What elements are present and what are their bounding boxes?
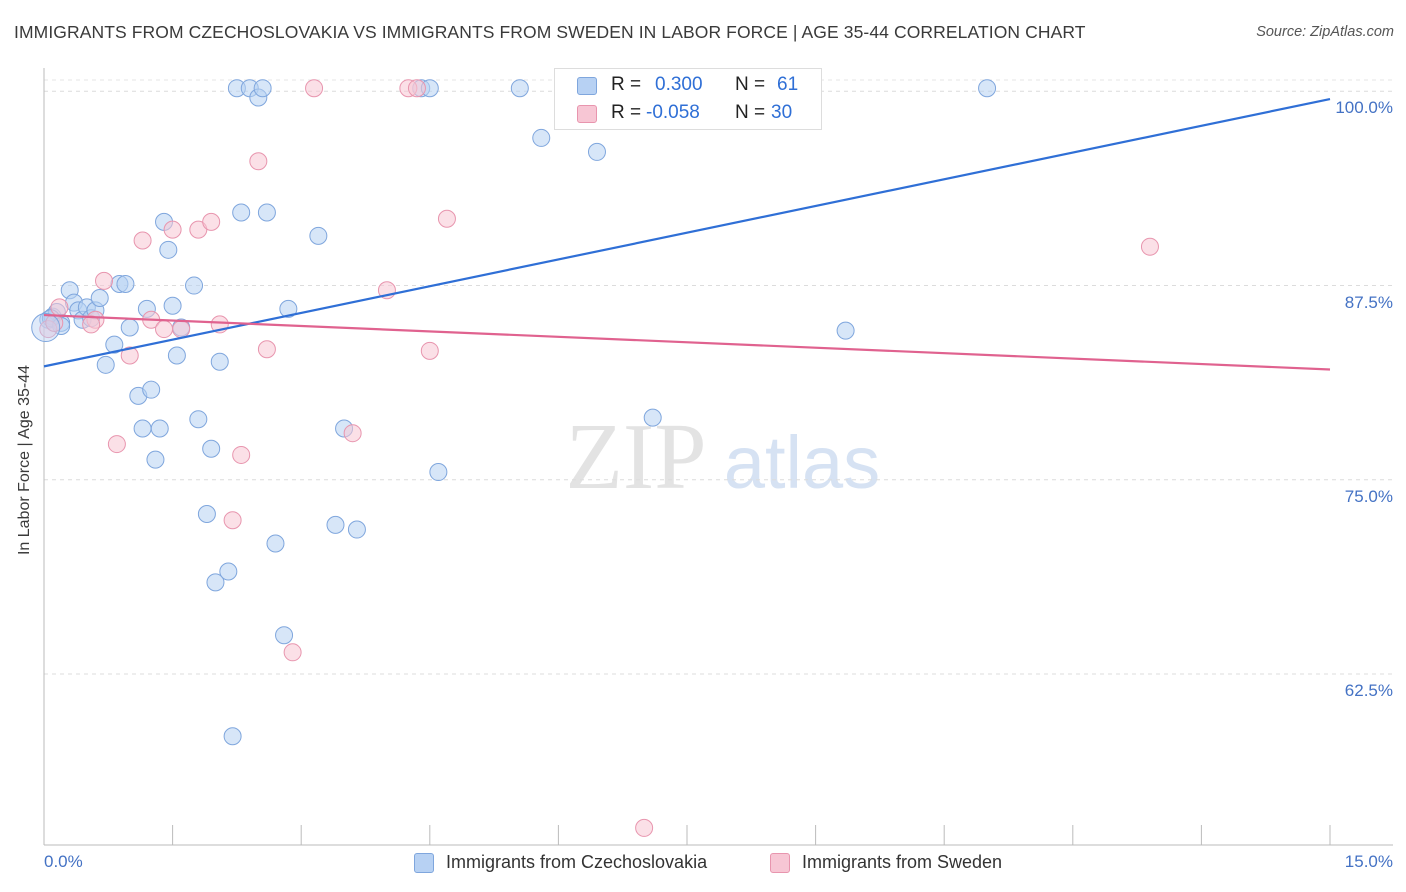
legend-n-label: N = [735, 102, 766, 123]
scatter-points [31, 79, 1159, 837]
point-sweden [155, 320, 174, 339]
point-sweden [1140, 237, 1159, 256]
point-czechoslovakia [96, 355, 115, 374]
point-czechoslovakia [532, 128, 551, 147]
point-sweden [249, 152, 268, 171]
point-czechoslovakia [159, 240, 178, 259]
legend-r-value: -0.058 [646, 102, 700, 123]
legend-n-label: N = [735, 74, 766, 95]
correlation-legend: R = 0.300 N = 61 R = -0.058 N = 30 [554, 68, 822, 130]
point-sweden [95, 271, 114, 290]
point-czechoslovakia [185, 276, 204, 295]
y-axis-label: In Labor Force | Age 35-44 [16, 364, 33, 556]
bottom-legend-swatch-czechoslovakia [414, 853, 434, 873]
bottom-legend-czechoslovakia: Immigrants from Czechoslovakia [446, 852, 708, 872]
legend-n-value: 61 [777, 74, 799, 95]
point-czechoslovakia [142, 380, 161, 399]
point-czechoslovakia [510, 79, 529, 98]
legend-row-czechoslovakia: R = 0.300 N = 61 [555, 73, 821, 99]
point-sweden [202, 212, 221, 231]
point-czechoslovakia [253, 79, 272, 98]
point-czechoslovakia [202, 439, 221, 458]
point-czechoslovakia [279, 299, 298, 318]
point-sweden [50, 298, 69, 317]
point-sweden [257, 340, 276, 359]
point-czechoslovakia [189, 410, 208, 429]
point-sweden [420, 341, 439, 360]
point-czechoslovakia [219, 562, 238, 581]
legend-r-label: R = [611, 74, 642, 95]
point-sweden [82, 315, 101, 334]
point-czechoslovakia [429, 463, 448, 482]
x-tick-label-max: 15.0% [1344, 852, 1393, 871]
point-czechoslovakia [326, 515, 345, 534]
point-sweden [133, 231, 152, 250]
x-tick-label-min: 0.0% [44, 852, 83, 871]
legend-n-value: 30 [771, 102, 793, 123]
point-sweden [223, 511, 242, 530]
point-czechoslovakia [90, 288, 109, 307]
legend-swatch-blue [577, 77, 597, 95]
point-sweden [120, 346, 139, 365]
trend-line-sweden [43, 313, 1331, 371]
point-czechoslovakia [232, 203, 251, 222]
point-czechoslovakia [275, 626, 294, 645]
point-czechoslovakia [978, 79, 997, 98]
legend-row-sweden: R = -0.058 N = 30 [555, 101, 821, 127]
point-czechoslovakia [197, 504, 216, 523]
y-tick-label: 87.5% [1344, 292, 1393, 312]
point-sweden [343, 424, 362, 443]
bottom-legend-swatch-sweden [770, 853, 790, 873]
legend-r-value: 0.300 [655, 74, 703, 95]
point-sweden [407, 79, 426, 98]
y-tick-label: 75.0% [1344, 486, 1393, 506]
point-sweden [107, 435, 126, 454]
point-czechoslovakia [167, 346, 186, 365]
point-czechoslovakia [163, 296, 182, 315]
point-sweden [163, 220, 182, 239]
point-czechoslovakia [150, 419, 169, 438]
point-czechoslovakia [587, 142, 606, 161]
y-tick-label: 62.5% [1344, 681, 1393, 701]
point-czechoslovakia [146, 450, 165, 469]
source-label: Source: ZipAtlas.com [1256, 24, 1394, 40]
bottom-legend-sweden: Immigrants from Sweden [802, 852, 1003, 872]
point-czechoslovakia [210, 352, 229, 371]
point-sweden [305, 79, 324, 98]
point-sweden [635, 818, 654, 837]
legend-r-label: R = [611, 102, 642, 123]
point-czechoslovakia [257, 203, 276, 222]
point-czechoslovakia-cluster [31, 313, 61, 343]
point-czechoslovakia [266, 534, 285, 553]
point-czechoslovakia [309, 226, 328, 245]
grid-lines [44, 79, 1393, 675]
point-czechoslovakia [836, 321, 855, 340]
point-czechoslovakia [347, 520, 366, 539]
point-czechoslovakia [120, 318, 139, 337]
trend-line-czechoslovakia [43, 98, 1331, 368]
point-sweden [283, 643, 302, 662]
point-sweden [232, 445, 251, 464]
point-sweden [437, 209, 456, 228]
watermark-atlas: atlas [724, 421, 880, 504]
point-czechoslovakia [116, 275, 135, 294]
point-czechoslovakia [643, 408, 662, 427]
point-czechoslovakia [206, 573, 225, 592]
y-tick-label: 100.0% [1335, 98, 1393, 118]
trend-lines [43, 98, 1331, 371]
point-czechoslovakia [133, 419, 152, 438]
watermark-zip: ZIP [566, 405, 707, 509]
point-czechoslovakia [105, 335, 124, 354]
point-czechoslovakia [223, 727, 242, 746]
axes [43, 68, 1393, 846]
chart-title: IMMIGRANTS FROM CZECHOSLOVAKIA VS IMMIGR… [14, 22, 1086, 42]
point-sweden [172, 320, 191, 339]
legend-swatch-pink [577, 105, 597, 123]
